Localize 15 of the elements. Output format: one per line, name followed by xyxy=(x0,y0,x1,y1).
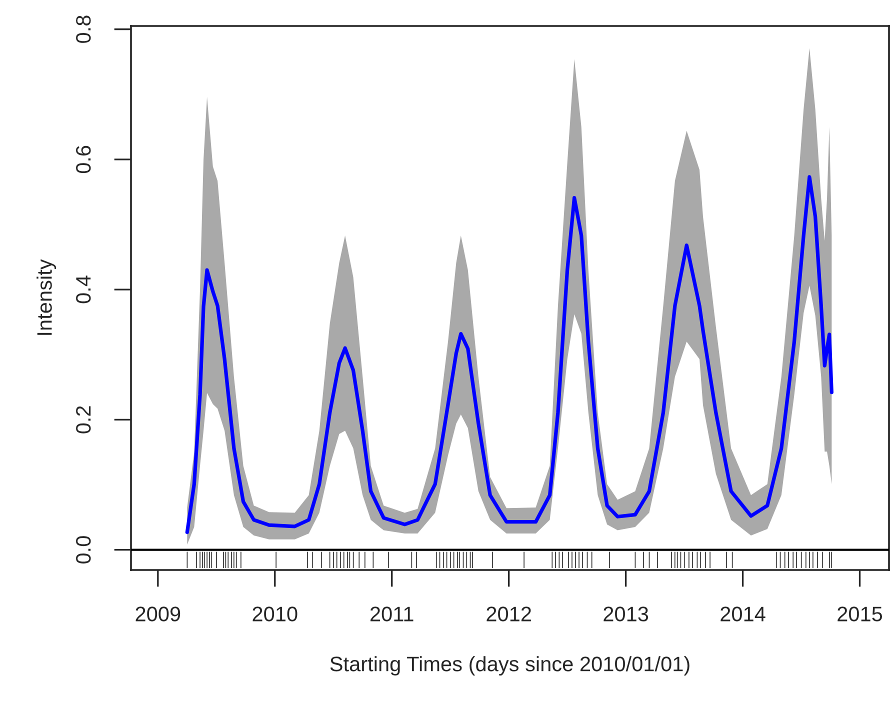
x-tick-label: 2011 xyxy=(370,606,414,622)
x-axis-title: Starting Times (days since 2010/01/01) xyxy=(330,656,690,676)
x-tick-label: 2014 xyxy=(720,606,766,622)
x-tick-label: 2015 xyxy=(838,606,882,622)
x-tick-label: 2013 xyxy=(604,606,648,622)
y-axis-title: Intensity xyxy=(36,259,56,335)
y-tick-label: 0.6 xyxy=(76,146,91,174)
y-tick-label: 0.8 xyxy=(76,16,91,43)
x-tick-label: 2009 xyxy=(136,606,180,622)
y-tick-label: 0.0 xyxy=(76,536,91,564)
x-tick-label: 2010 xyxy=(252,606,298,622)
y-tick-label: 0.2 xyxy=(76,406,91,434)
line-series xyxy=(185,175,834,534)
y-tick-label: 0.4 xyxy=(76,276,91,304)
x-tick-label: 2012 xyxy=(486,606,531,622)
